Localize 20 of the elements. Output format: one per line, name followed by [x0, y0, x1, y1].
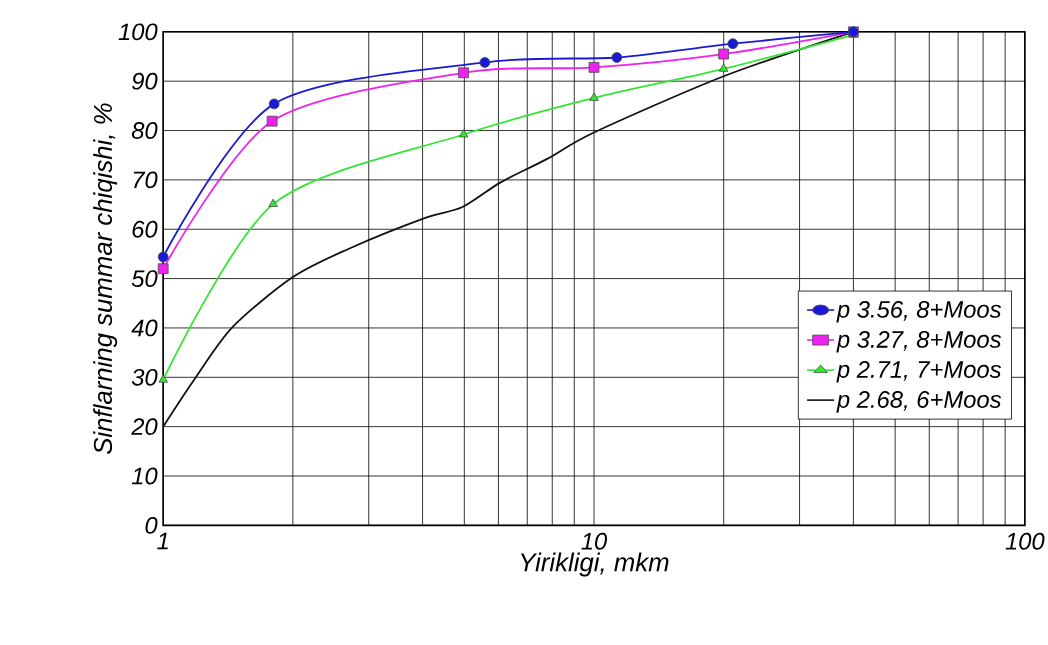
y-tick-label: 30	[131, 369, 158, 386]
y-axis-title: Sinflarning summar chiqishi, %	[93, 103, 118, 455]
x-axis-title: Yirikligi, mkm	[521, 552, 669, 577]
y-tick-label: 90	[132, 72, 158, 90]
y-tick-label: 50	[131, 270, 158, 288]
y-tick-label: 70	[133, 171, 158, 189]
legend-label: p 2.68, 6+Moos	[836, 391, 1002, 413]
x-tick-label: 1	[157, 532, 168, 550]
x-tick-label: 10	[581, 532, 608, 550]
x-tick-label: 100	[1005, 532, 1045, 550]
y-tick-label: 20	[131, 418, 158, 436]
legend-label: p 3.56, 8+Moos	[836, 301, 1002, 323]
y-tick-label: 0	[145, 517, 158, 534]
y-tick-label: 10	[131, 467, 158, 485]
y-tick-label: 100	[118, 23, 158, 41]
legend-label: p 3.27, 8+Moos	[836, 331, 1002, 353]
y-tick-label: 40	[131, 319, 158, 337]
y-tick-label: 80	[131, 122, 158, 140]
legend-label: p 2.71, 7+Moos	[836, 361, 1002, 383]
y-tick-label: 60	[132, 220, 158, 238]
